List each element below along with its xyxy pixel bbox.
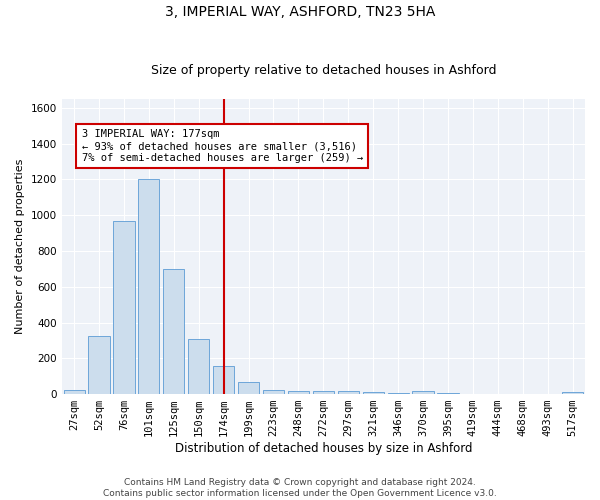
Title: Size of property relative to detached houses in Ashford: Size of property relative to detached ho…: [151, 64, 496, 77]
Bar: [313, 392, 334, 394]
Bar: [437, 393, 458, 394]
Bar: [288, 392, 309, 394]
Bar: [388, 393, 409, 394]
Bar: [64, 390, 85, 394]
Bar: [338, 390, 359, 394]
Bar: [362, 392, 384, 394]
Bar: [138, 180, 160, 394]
Bar: [113, 220, 134, 394]
Text: 3, IMPERIAL WAY, ASHFORD, TN23 5HA: 3, IMPERIAL WAY, ASHFORD, TN23 5HA: [165, 5, 435, 19]
Bar: [88, 336, 110, 394]
Bar: [188, 338, 209, 394]
Bar: [562, 392, 583, 394]
Bar: [213, 366, 234, 394]
Bar: [263, 390, 284, 394]
Bar: [412, 392, 434, 394]
Bar: [163, 269, 184, 394]
Bar: [238, 382, 259, 394]
Text: Contains HM Land Registry data © Crown copyright and database right 2024.
Contai: Contains HM Land Registry data © Crown c…: [103, 478, 497, 498]
Text: 3 IMPERIAL WAY: 177sqm
← 93% of detached houses are smaller (3,516)
7% of semi-d: 3 IMPERIAL WAY: 177sqm ← 93% of detached…: [82, 130, 363, 162]
Y-axis label: Number of detached properties: Number of detached properties: [15, 159, 25, 334]
X-axis label: Distribution of detached houses by size in Ashford: Distribution of detached houses by size …: [175, 442, 472, 455]
